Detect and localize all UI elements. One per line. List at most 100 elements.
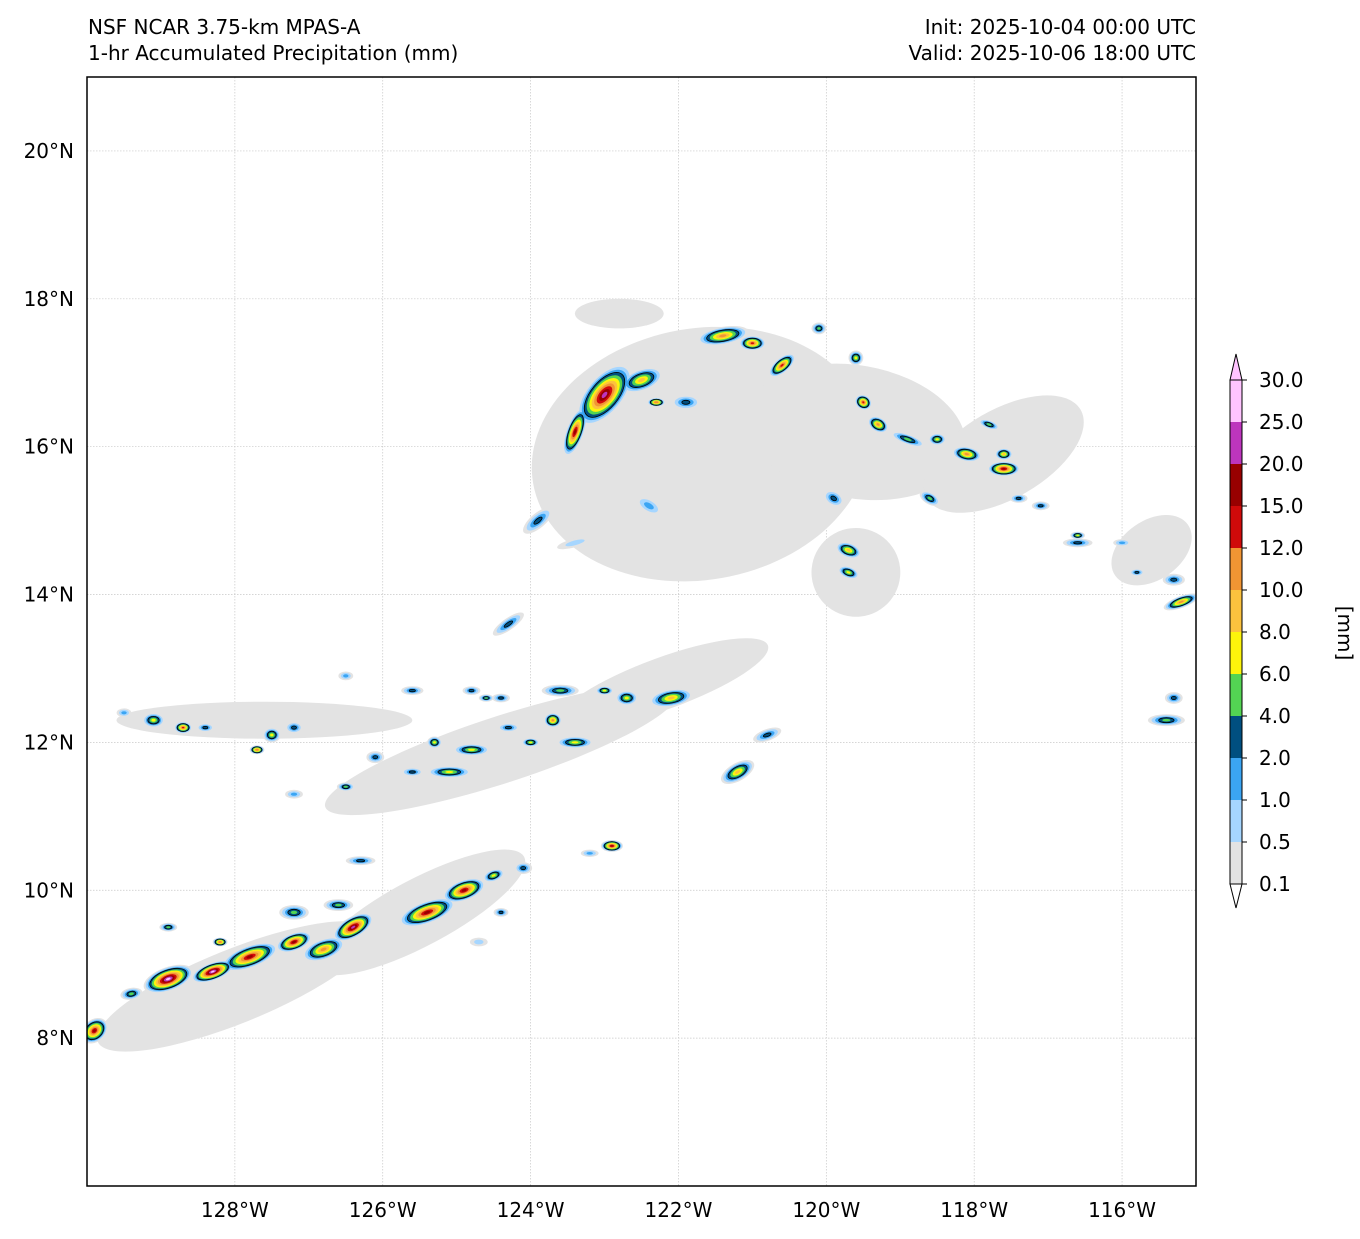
colorbar-segment [1230, 506, 1242, 548]
precip-contour [559, 638, 769, 729]
precip-contour [1037, 504, 1044, 508]
precip-contour [468, 748, 475, 751]
precip-contour [291, 940, 297, 944]
lat-tick-label: 16°N [24, 435, 74, 459]
field-name: 1-hr Accumulated Precipitation (mm) [88, 41, 459, 65]
precip-contour [520, 866, 527, 871]
precip-contour [1002, 468, 1006, 470]
precip-contour [182, 726, 185, 729]
precip-contour [533, 516, 543, 525]
colorbar-tick-label: 6.0 [1259, 662, 1291, 686]
precip-contour [602, 689, 607, 692]
lon-tick-label: 120°W [792, 1198, 860, 1222]
precip-contour [571, 741, 579, 744]
precip-contour [750, 342, 755, 345]
precip-contour [556, 689, 565, 692]
precip-contour [644, 502, 654, 510]
colorbar-tick-label: 12.0 [1259, 536, 1304, 560]
precip-contour [935, 438, 939, 441]
colorbar: 0.1 0.5 1.0 2.0 4.0 6.0 8.0 10.0 12.0 15.0 20.0 25.… [1229, 353, 1357, 909]
colorbar-segment [1230, 548, 1242, 590]
longitude-axis: 128°W 126°W 124°W 122°W 120°W 118°W 116°W [201, 1198, 1156, 1222]
lon-tick-label: 122°W [644, 1198, 712, 1222]
lon-tick-label: 128°W [201, 1198, 269, 1222]
lat-tick-label: 8°N [36, 1026, 74, 1050]
precip-contour [461, 888, 467, 892]
precip-contour [151, 718, 156, 722]
precip-contour [408, 770, 416, 774]
precip-contour [128, 992, 134, 996]
precip-contour [503, 620, 514, 628]
colorbar-unit-label: [mm] [1333, 606, 1357, 661]
precip-contour [654, 401, 659, 404]
precip-contour [746, 363, 966, 501]
precip-contour [372, 755, 379, 760]
lat-tick-label: 18°N [24, 287, 74, 311]
precip-contour [290, 792, 298, 796]
map-title-right: Init: 2025-10-04 00:00 UTC Valid: 2025-1… [908, 14, 1196, 66]
precip-contour [830, 495, 837, 502]
precip-contour [335, 903, 342, 907]
precip-contour [468, 688, 475, 693]
precipitation-field [87, 298, 1196, 1052]
precip-contour [255, 748, 259, 751]
precip-contour [1015, 496, 1022, 500]
colorbar-tick-label: 10.0 [1259, 578, 1304, 602]
precip-contour [551, 719, 555, 722]
precip-contour [719, 334, 727, 338]
precip-contour [433, 741, 436, 744]
precip-contour [1162, 718, 1171, 722]
colorbar-segment [1230, 632, 1242, 674]
precip-contour [343, 785, 348, 788]
lon-tick-label: 124°W [497, 1198, 565, 1222]
latitude-axis: 8°N 10°N 12°N 14°N 16°N 18°N 20°N [24, 139, 74, 1050]
init-time: Init: 2025-10-04 00:00 UTC [924, 15, 1196, 39]
precip-contour [610, 845, 614, 847]
precip-contour [351, 925, 356, 929]
precip-contour [927, 496, 933, 501]
precip-contour [964, 453, 969, 456]
precip-contour [343, 674, 349, 678]
precip-contour [574, 298, 664, 329]
precip-contour [638, 378, 645, 383]
lat-tick-label: 14°N [24, 583, 74, 607]
colorbar-tick-label: 25.0 [1259, 410, 1304, 434]
precip-contour [681, 399, 691, 405]
precip-contour [817, 327, 821, 330]
precip-contour [876, 423, 880, 426]
precip-contour [862, 401, 865, 404]
precip-contour [528, 741, 533, 744]
precip-contour [423, 910, 431, 915]
precip-contour [565, 539, 585, 547]
map-background [87, 77, 1196, 1186]
precip-contour [356, 859, 366, 863]
colorbar-segment [1230, 590, 1242, 632]
precip-contour [408, 688, 416, 693]
colorbar-tick-label: 0.1 [1259, 872, 1291, 896]
precip-contour [1002, 453, 1006, 456]
colorbar-segment [1230, 674, 1242, 716]
precip-contour [218, 941, 222, 943]
lat-tick-label: 10°N [24, 878, 74, 902]
precip-contour [667, 696, 675, 700]
colorbar-under-arrow [1229, 883, 1243, 909]
colorbar-tick-label: 20.0 [1259, 452, 1304, 476]
colorbar-tick-label: 1.0 [1259, 788, 1291, 812]
precip-contour [121, 711, 127, 715]
precip-contour [445, 770, 454, 774]
lat-tick-label: 20°N [24, 139, 74, 163]
precip-contour [903, 437, 912, 442]
map-frame [86, 76, 1197, 1187]
precip-contour [491, 874, 496, 877]
colorbar-segment [1230, 758, 1242, 800]
map-title-left: NSF NCAR 3.75-km MPAS-A 1-hr Accumulated… [88, 14, 458, 66]
precip-contour [780, 363, 784, 367]
colorbar-tick-label: 15.0 [1259, 494, 1304, 518]
precip-contour [1073, 541, 1083, 545]
precip-contour [586, 852, 593, 855]
precip-contour [1170, 696, 1177, 701]
precip-contour [92, 1029, 96, 1033]
precip-contour [1178, 600, 1184, 604]
precip-contour [166, 926, 171, 929]
